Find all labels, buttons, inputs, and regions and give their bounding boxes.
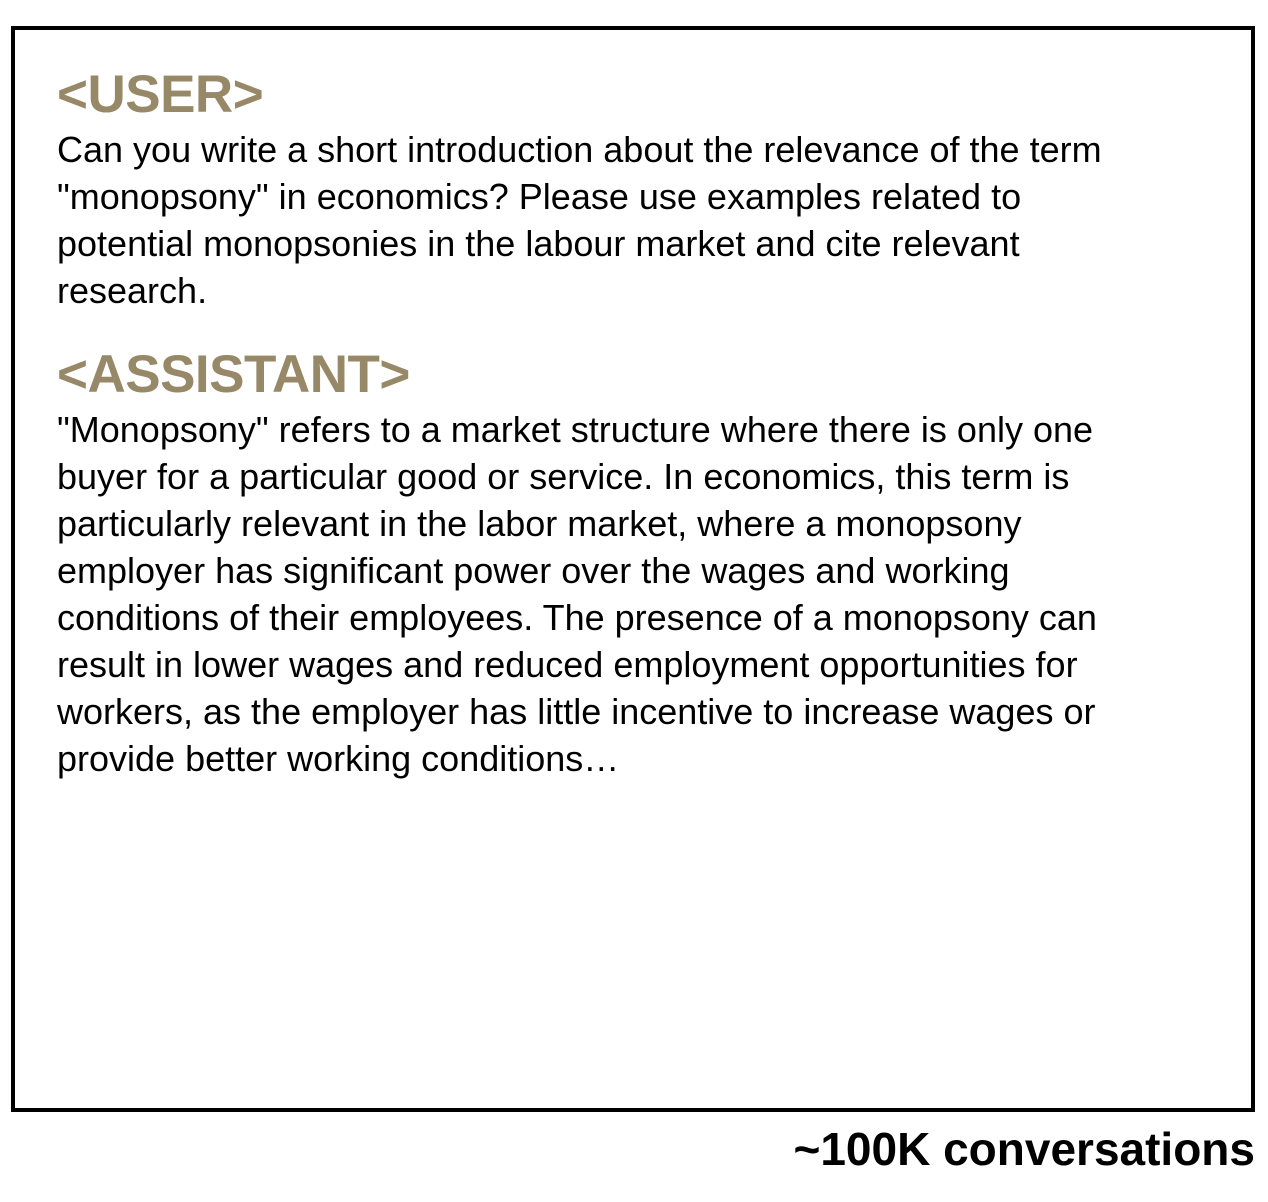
conversation-count-caption: ~100K conversations [793,1123,1255,1175]
assistant-role-tag: <ASSISTANT> [57,345,410,404]
conversation-card: <USER> Can you write a short introductio… [11,26,1255,1112]
user-message: Can you write a short introduction about… [57,129,1102,311]
user-role-tag: <USER> [57,65,264,124]
assistant-message: "Monopsony" refers to a market structure… [57,409,1097,779]
conversation-content: <USER> Can you write a short introductio… [57,64,1187,782]
